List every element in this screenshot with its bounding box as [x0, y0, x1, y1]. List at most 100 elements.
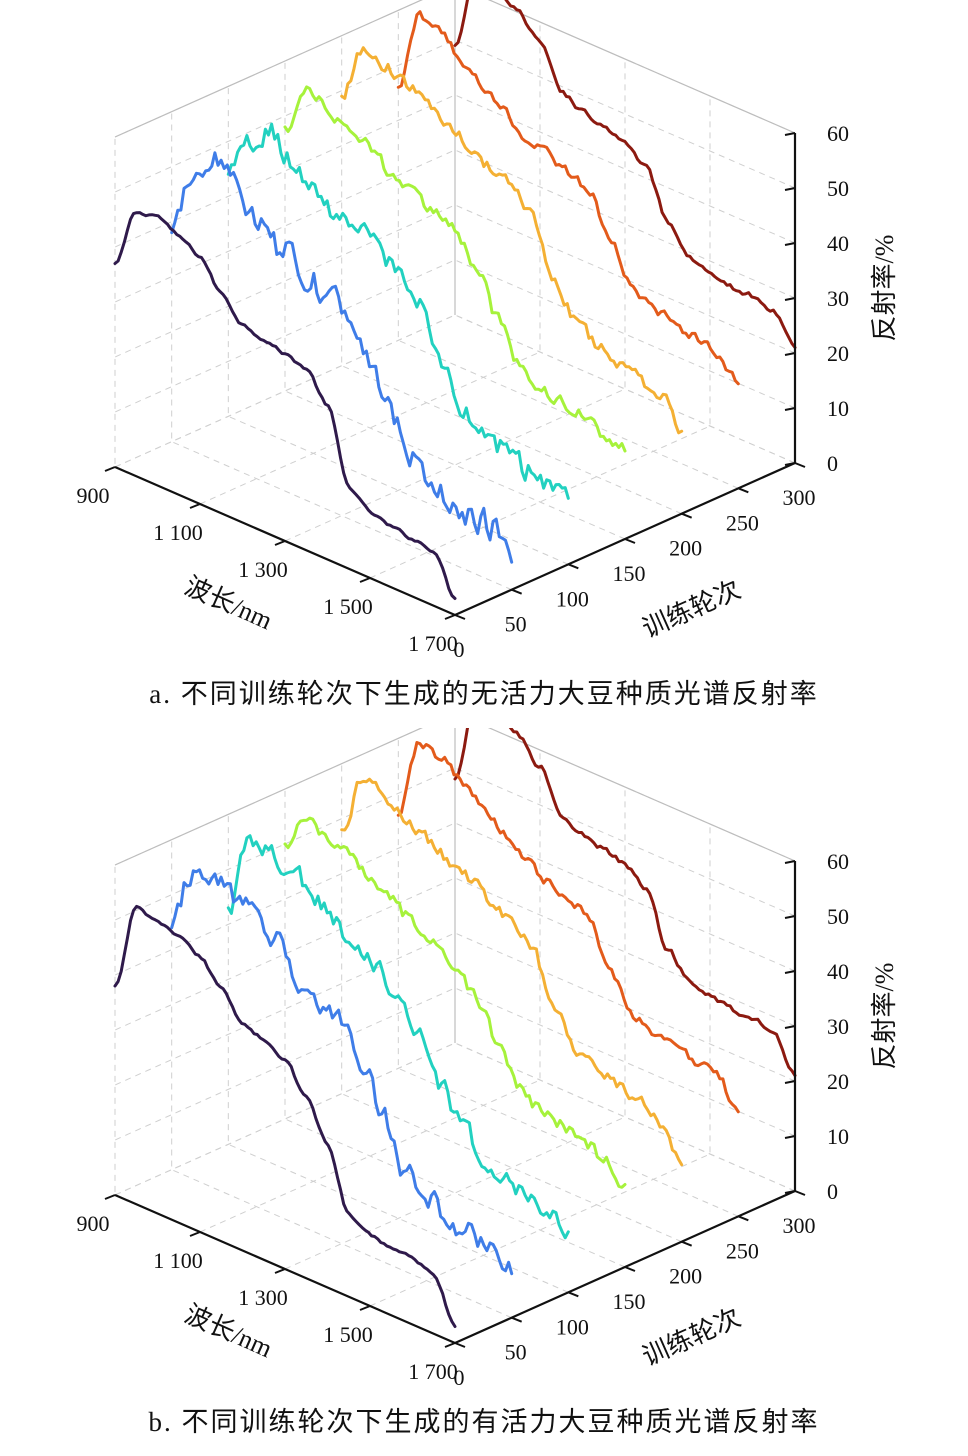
- y-tick-label: 0: [454, 1365, 465, 1390]
- series-lines: [113, 728, 797, 1328]
- x-tick-mark: [104, 1194, 116, 1200]
- x-tick-mark: [104, 466, 116, 472]
- z-gridline: [114, 932, 796, 1086]
- y-gridline: [454, 728, 796, 1192]
- y-tick-mark: [737, 1215, 749, 1222]
- x-tick-label: 900: [77, 1211, 110, 1236]
- series-line-epoch-250: [396, 10, 740, 386]
- chart-b-caption: b. 不同训练轮次下生成的有活力大豆种质光谱反射率: [148, 1407, 820, 1437]
- series-line-epoch-300: [453, 728, 797, 1077]
- x-tick-label: 1 100: [153, 1248, 203, 1273]
- y-gridline: [341, 763, 682, 1243]
- series-line-epoch-250: [396, 741, 740, 1114]
- x-tick-label: 1 300: [238, 557, 288, 582]
- y-tick-mark: [794, 1190, 806, 1196]
- z-tick-mark: [784, 352, 796, 356]
- y-gridline: [171, 839, 512, 1319]
- z-tick-mark: [784, 407, 796, 411]
- x-gridline: [284, 59, 626, 542]
- z-gridline: [114, 259, 796, 413]
- y-gridline: [454, 0, 796, 464]
- y-tick-mark: [567, 1291, 579, 1298]
- x-tick-label: 900: [77, 483, 110, 508]
- z-tick-mark: [784, 187, 796, 191]
- z-tick-label: 20: [827, 1069, 849, 1094]
- grid: [114, 0, 796, 616]
- z-tick-label: 10: [827, 396, 849, 421]
- z-tick-mark: [784, 462, 796, 466]
- x-tick-label: 1 500: [323, 594, 373, 619]
- z-tick-label: 40: [827, 959, 849, 984]
- z-axis-label: 反射率/%: [870, 963, 899, 1070]
- z-tick-mark: [784, 970, 796, 974]
- z-tick-label: 10: [827, 1124, 849, 1149]
- y-tick-mark: [624, 1266, 636, 1272]
- z-gridline: [114, 822, 796, 976]
- z-tick-mark: [784, 1080, 796, 1084]
- y-tick-mark: [454, 1342, 466, 1348]
- z-tick-label: 60: [827, 121, 849, 146]
- y-axis-label: 训练轮次: [638, 1303, 745, 1372]
- z-axis-label: 反射率/%: [870, 235, 899, 342]
- series-line-epoch-200: [340, 46, 684, 435]
- x-gridline: [284, 787, 626, 1270]
- z-tick-mark: [784, 132, 796, 136]
- z-tick-label: 20: [827, 341, 849, 366]
- series-line-epoch-100: [226, 834, 570, 1240]
- x-tick-mark: [189, 503, 201, 509]
- y-gridline: [284, 61, 626, 540]
- y-tick-label: 250: [726, 510, 759, 535]
- y-tick-mark: [624, 538, 636, 544]
- y-tick-label: 300: [783, 1213, 816, 1238]
- series-line-epoch-50: [170, 868, 514, 1276]
- z-tick-label: 0: [827, 1179, 838, 1204]
- z-tick-mark: [784, 1025, 796, 1029]
- series-line-epoch-200: [340, 777, 684, 1167]
- y-gridline: [227, 86, 569, 565]
- z-tick-label: 30: [827, 1014, 849, 1039]
- chart-a-caption: a. 不同训练轮次下生成的无活力大豆种质光谱反射率: [149, 679, 819, 709]
- y-gridline: [171, 111, 512, 591]
- x-tick-mark: [444, 1342, 456, 1348]
- y-axis-label: 训练轮次: [638, 575, 745, 644]
- z-tick-label: 0: [827, 451, 838, 476]
- z-gridline: [114, 1042, 796, 1196]
- z-tick-mark: [784, 1190, 796, 1194]
- y-tick-mark: [511, 588, 523, 595]
- y-tick-mark: [681, 1240, 693, 1247]
- z-tick-mark: [784, 860, 796, 864]
- y-gridline: [284, 789, 626, 1268]
- z-tick-label: 40: [827, 231, 849, 256]
- z-gridline: [114, 767, 796, 921]
- y-tick-label: 100: [556, 1314, 589, 1339]
- x-tick-mark: [359, 577, 371, 583]
- x-tick-label: 1 300: [238, 1285, 288, 1310]
- y-tick-mark: [794, 462, 806, 468]
- series-line-epoch-0: [113, 211, 457, 600]
- z-tick-label: 50: [827, 176, 849, 201]
- z-tick-mark: [784, 297, 796, 301]
- y-tick-label: 100: [556, 586, 589, 611]
- y-tick-label: 200: [669, 536, 702, 561]
- y-gridline: [397, 738, 739, 1217]
- x-gridline: [114, 728, 456, 1196]
- y-tick-label: 200: [669, 1264, 702, 1289]
- series-line-epoch-100: [226, 122, 570, 500]
- z-gridline: [114, 987, 796, 1141]
- y-gridline: [341, 35, 682, 515]
- series-line-epoch-0: [113, 904, 457, 1328]
- y-tick-label: 150: [613, 561, 646, 586]
- z-gridline: [114, 314, 796, 468]
- z-tick-mark: [784, 915, 796, 919]
- y-tick-mark: [737, 487, 749, 494]
- x-tick-label: 1 700: [408, 1359, 458, 1384]
- x-tick-label: 1 700: [408, 631, 458, 656]
- series-line-epoch-50: [170, 151, 514, 564]
- z-tick-mark: [784, 242, 796, 246]
- series-lines: [113, 0, 797, 600]
- x-tick-mark: [274, 540, 286, 546]
- x-tick-mark: [444, 614, 456, 620]
- grid: [114, 728, 796, 1344]
